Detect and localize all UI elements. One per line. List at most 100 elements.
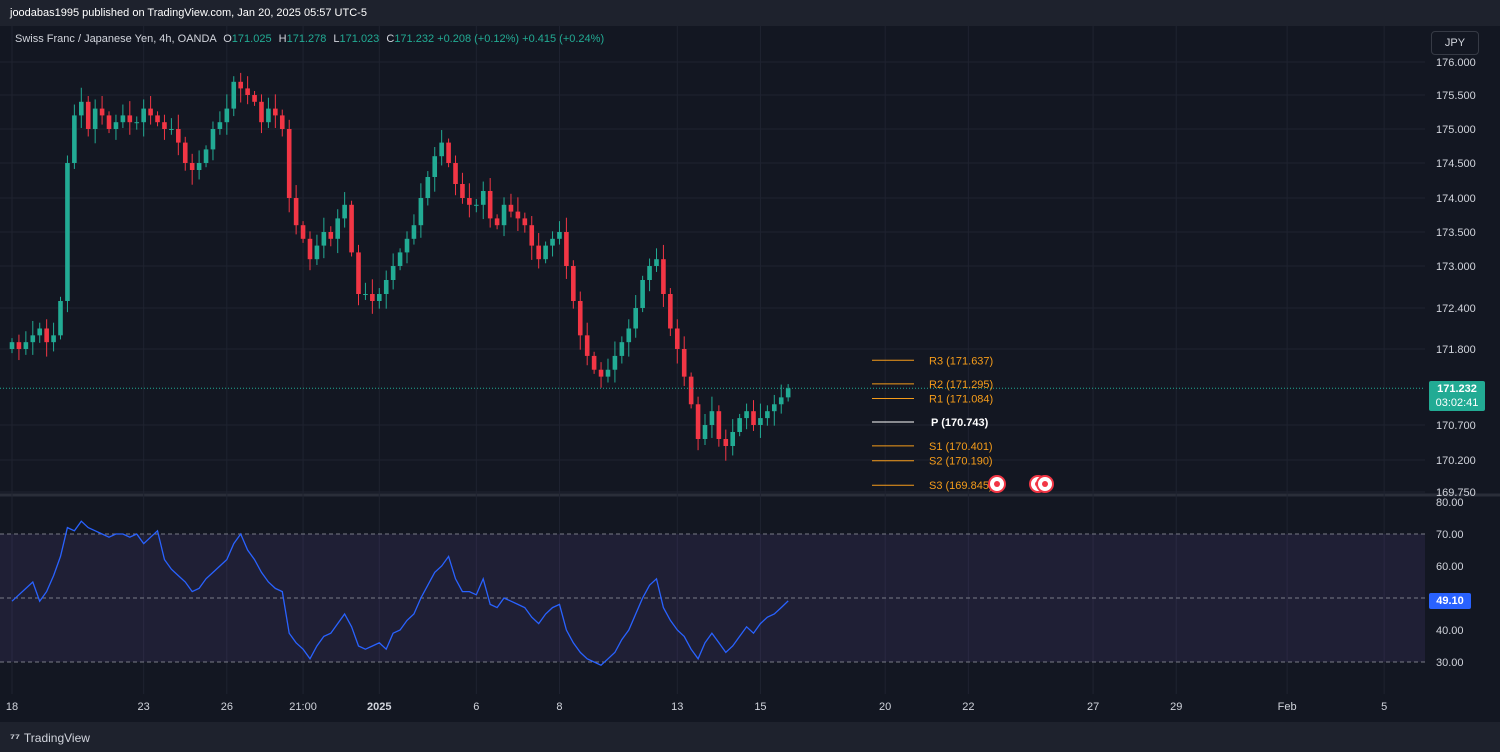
time-tick-label: 6: [473, 701, 479, 713]
rsi-tick-label: 30.00: [1436, 657, 1464, 669]
candle-body: [127, 115, 133, 123]
candle-body: [314, 245, 320, 260]
rsi-band: [0, 534, 1425, 662]
candle-body: [349, 204, 354, 253]
open-value: 171.025: [231, 33, 272, 45]
time-tick-label: 20: [879, 701, 891, 713]
price-tick-label: 170.200: [1436, 455, 1476, 467]
candle-body: [654, 259, 659, 266]
chart-canvas[interactable]: 176.000 175.500 175.000 174.500 174.000 173.5…: [0, 26, 1500, 722]
price-tick-label: 176.000: [1436, 57, 1476, 69]
candle-body: [536, 245, 541, 260]
pivot-label: R1 (171.084): [929, 393, 993, 405]
low-label: L: [333, 33, 340, 45]
candle-body: [404, 238, 410, 253]
time-tick-label: 2025: [367, 701, 391, 713]
currency-button[interactable]: JPY: [1431, 31, 1479, 55]
candle-body: [460, 184, 465, 198]
candle-body: [515, 211, 521, 219]
low-value: 171.023: [339, 33, 380, 45]
candle-body: [44, 328, 49, 343]
candle-body: [772, 404, 777, 412]
candle-body: [591, 355, 597, 370]
rsi-tick-label: 80.00: [1436, 497, 1464, 509]
candle-body: [571, 266, 576, 301]
pivot-label: S2 (170.190): [929, 456, 993, 468]
candle-body: [307, 238, 313, 260]
candle-body: [196, 163, 202, 170]
candle-body: [99, 108, 105, 116]
candle-body: [688, 376, 694, 405]
candle-body: [321, 232, 327, 246]
price-tick-label: 169.750: [1436, 487, 1476, 499]
pivot-label: S3 (169.845): [929, 480, 993, 492]
change-value: +0.208 (+0.12%): [437, 33, 520, 45]
candle-body: [619, 342, 625, 356]
candle-body: [765, 411, 770, 419]
candle-body: [279, 115, 285, 129]
time-tick-label: 21:00: [289, 701, 317, 713]
time-tick-label: 15: [754, 701, 766, 713]
candle-body: [647, 266, 652, 280]
candle-body: [65, 163, 70, 301]
candle-body: [390, 266, 396, 280]
candle-body: [709, 411, 715, 425]
candle-body: [661, 259, 666, 294]
rsi-tick-label: 70.00: [1436, 529, 1464, 541]
candle-body: [106, 115, 112, 129]
candle-body: [79, 101, 84, 116]
candle-body: [72, 115, 77, 163]
time-tick-label: 26: [221, 701, 233, 713]
footer-bar: ⁷⁷ TradingView: [0, 722, 1500, 752]
candle-body: [439, 142, 444, 157]
candle-body: [224, 108, 230, 123]
last-price-value: 171.232: [1437, 383, 1477, 395]
candle-body: [612, 355, 618, 370]
time-tick-label: 8: [556, 701, 562, 713]
last-price-badge: 171.232 03:02:41: [1429, 381, 1485, 411]
candle-body: [335, 218, 341, 239]
candle-body: [189, 163, 195, 170]
event-marker-dot: [994, 481, 1000, 487]
bar-countdown: 03:02:41: [1435, 397, 1479, 409]
tradingview-logo-text: TradingView: [23, 731, 90, 745]
candle-body: [85, 101, 91, 129]
candle-body: [453, 163, 458, 184]
price-tick-label: 174.000: [1436, 193, 1476, 205]
candle-body: [598, 369, 604, 377]
candle-body: [383, 280, 389, 294]
candle-body: [584, 335, 590, 356]
candle-body: [363, 294, 368, 295]
candle-body: [467, 198, 472, 205]
price-tick-label: 174.500: [1436, 158, 1476, 170]
candle-body: [411, 225, 417, 239]
time-tick-label: 18: [6, 701, 18, 713]
symbol-legend: Swiss Franc / Japanese Yen, 4h, OANDA O1…: [15, 33, 604, 45]
price-tick-label: 170.700: [1436, 420, 1476, 432]
candle-body: [176, 129, 181, 143]
candle-body: [113, 122, 119, 129]
candle-body: [508, 204, 514, 212]
candle-body: [328, 232, 334, 239]
candle-body: [238, 81, 243, 89]
candle-body: [58, 301, 63, 336]
candle-body: [162, 122, 167, 129]
candle-body: [120, 115, 126, 123]
high-value: 171.278: [286, 33, 327, 45]
candle-body: [210, 129, 216, 150]
candle-body: [182, 142, 188, 163]
candle-body: [51, 335, 56, 343]
candle-body: [778, 397, 784, 405]
candle-body: [169, 129, 174, 130]
candle-body: [626, 328, 632, 343]
time-tick-label: 23: [138, 701, 150, 713]
candle-body: [674, 328, 680, 349]
candle-body: [564, 232, 569, 266]
candle-body: [300, 225, 306, 239]
candle-body: [744, 411, 749, 419]
candle-body: [695, 404, 701, 439]
candle-body: [737, 418, 742, 432]
symbol-name: Swiss Franc / Japanese Yen, 4h, OANDA: [15, 33, 217, 45]
time-tick-label: 13: [671, 701, 683, 713]
candle-body: [550, 238, 555, 246]
